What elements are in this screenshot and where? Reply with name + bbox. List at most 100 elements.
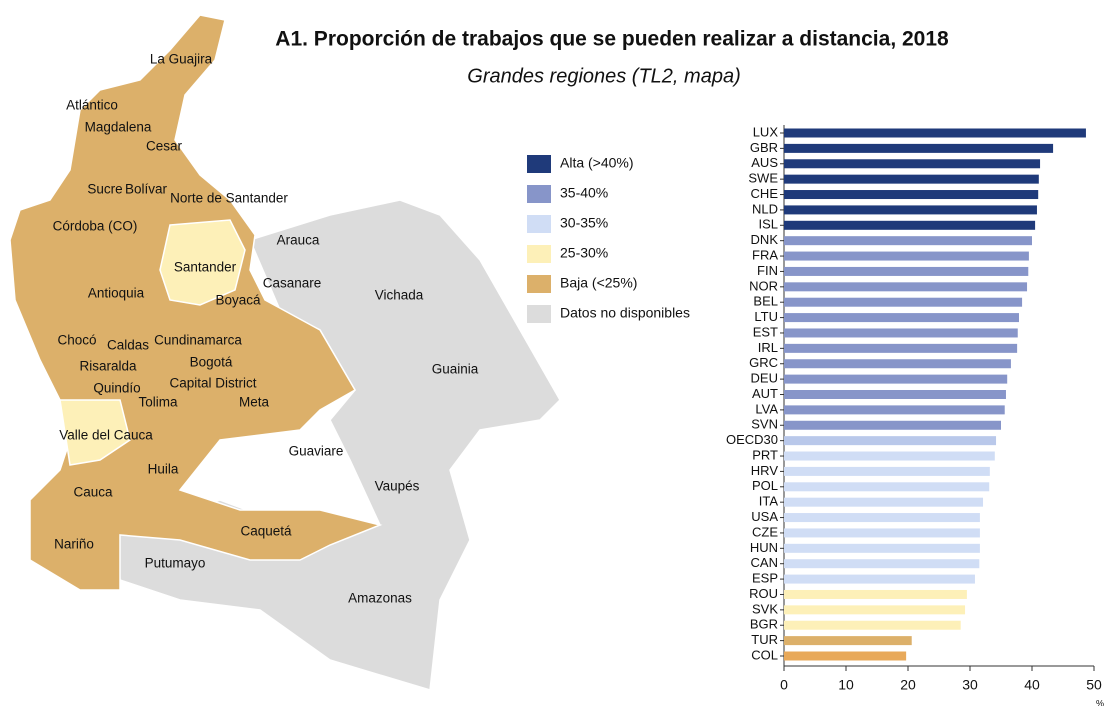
map-label: Bogotá bbox=[190, 355, 233, 370]
bar bbox=[784, 128, 1086, 138]
y-tick-label: HUN bbox=[750, 540, 778, 555]
map-label: Tolima bbox=[138, 395, 178, 410]
y-tick-label: OECD30 bbox=[726, 432, 778, 447]
map-label: Quindío bbox=[93, 381, 140, 396]
map-mid bbox=[59, 219, 246, 466]
map-label: Santander bbox=[174, 260, 237, 275]
map-label: Vichada bbox=[375, 288, 424, 303]
bar bbox=[784, 466, 990, 476]
legend-swatch bbox=[527, 155, 551, 173]
bar bbox=[784, 374, 1008, 384]
y-tick-label: DNK bbox=[751, 232, 779, 247]
chart-title: A1. Proporción de trabajos que se pueden… bbox=[275, 28, 949, 51]
y-tick-label: LUX bbox=[753, 124, 779, 139]
y-tick-label: FRA bbox=[752, 247, 778, 262]
y-tick-label: TUR bbox=[751, 632, 778, 647]
map-label: La Guajira bbox=[150, 52, 213, 67]
y-tick-label: AUS bbox=[751, 155, 778, 170]
bar bbox=[784, 420, 1001, 430]
map-label: Nariño bbox=[54, 537, 94, 552]
legend-label: Alta (>40%) bbox=[560, 155, 634, 171]
bar bbox=[784, 205, 1037, 215]
map-label: Córdoba (CO) bbox=[53, 219, 138, 234]
y-tick-label: NOR bbox=[749, 278, 778, 293]
legend-swatch bbox=[527, 185, 551, 203]
bar bbox=[784, 651, 907, 661]
y-tick-label: FIN bbox=[757, 263, 778, 278]
bar bbox=[784, 589, 967, 599]
y-tick-label: IRL bbox=[758, 340, 778, 355]
y-tick-label: CHE bbox=[751, 186, 779, 201]
bar bbox=[784, 328, 1018, 338]
map-label: Boyacá bbox=[215, 293, 261, 308]
x-tick-label: 40 bbox=[1024, 677, 1040, 693]
x-tick-label: 20 bbox=[900, 677, 916, 693]
y-tick-label: POL bbox=[752, 478, 778, 493]
map-label: Amazonas bbox=[348, 591, 412, 606]
bar bbox=[784, 390, 1006, 399]
map-label: Valle del Cauca bbox=[59, 428, 153, 443]
bar bbox=[784, 559, 980, 569]
bar bbox=[784, 436, 997, 446]
map-label: Guainia bbox=[432, 362, 479, 377]
bar bbox=[784, 190, 1039, 200]
bar bbox=[784, 574, 975, 584]
bar bbox=[784, 620, 961, 630]
map bbox=[9, 14, 561, 691]
legend-label: 30-35% bbox=[560, 215, 608, 231]
map-label: Norte de Santander bbox=[170, 191, 288, 206]
map-label: Bolívar bbox=[125, 182, 168, 197]
x-tick-label: 50 bbox=[1086, 677, 1102, 693]
y-tick-label: CZE bbox=[752, 524, 778, 539]
x-tick-label: 10 bbox=[838, 677, 854, 693]
bar bbox=[784, 236, 1032, 246]
x-tick-label: 30 bbox=[962, 677, 978, 693]
chart-subtitle: Grandes regiones (TL2, mapa) bbox=[467, 65, 740, 87]
bar bbox=[784, 297, 1023, 307]
legend-label: Baja (<25%) bbox=[560, 275, 637, 291]
y-tick-label: GBR bbox=[750, 140, 778, 155]
map-label: Caquetá bbox=[240, 524, 292, 539]
map-label: Cauca bbox=[73, 485, 113, 500]
y-tick-label: ISL bbox=[758, 217, 778, 232]
map-label: Huila bbox=[148, 462, 179, 477]
legend-label: 35-40% bbox=[560, 185, 608, 201]
bar bbox=[784, 543, 980, 553]
bar bbox=[784, 636, 912, 646]
map-label: Putumayo bbox=[145, 556, 206, 571]
y-tick-label: SWE bbox=[748, 171, 778, 186]
y-tick-label: COL bbox=[751, 647, 778, 662]
legend-label: Datos no disponibles bbox=[560, 305, 690, 321]
legend-label: 25-30% bbox=[560, 245, 608, 261]
map-label: Sucre bbox=[87, 182, 122, 197]
y-tick-label: BGR bbox=[750, 617, 778, 632]
y-tick-label: DEU bbox=[751, 371, 778, 386]
bar bbox=[784, 528, 980, 538]
y-tick-label: ESP bbox=[752, 571, 778, 586]
y-tick-label: HRV bbox=[751, 463, 779, 478]
map-label: Arauca bbox=[277, 233, 320, 248]
bar bbox=[784, 513, 980, 523]
y-tick-label: ITA bbox=[759, 494, 779, 509]
y-tick-label: NLD bbox=[752, 201, 778, 216]
y-tick-label: PRT bbox=[752, 447, 778, 462]
y-tick-label: EST bbox=[753, 324, 778, 339]
y-tick-label: ROU bbox=[749, 586, 778, 601]
map-label: Cesar bbox=[146, 139, 183, 154]
map-label: Casanare bbox=[263, 276, 322, 291]
map-label: Chocó bbox=[57, 333, 96, 348]
map-label: Caldas bbox=[107, 338, 149, 353]
legend-swatch bbox=[527, 305, 551, 323]
bar bbox=[784, 266, 1029, 276]
y-tick-label: USA bbox=[751, 509, 778, 524]
bar bbox=[784, 159, 1041, 169]
map-label: Cundinamarca bbox=[154, 333, 242, 348]
bar bbox=[784, 143, 1054, 153]
y-tick-label: AUT bbox=[752, 386, 778, 401]
map-label: Risaralda bbox=[79, 359, 137, 374]
legend-swatch bbox=[527, 275, 551, 293]
map-label: Meta bbox=[239, 395, 270, 410]
map-unavailable bbox=[114, 199, 561, 691]
legend-swatch bbox=[527, 245, 551, 263]
